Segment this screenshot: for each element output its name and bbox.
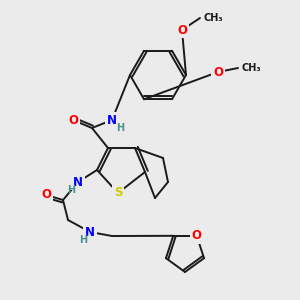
Text: O: O xyxy=(41,188,51,202)
Text: H: H xyxy=(79,235,87,245)
Text: N: N xyxy=(107,113,117,127)
Text: CH₃: CH₃ xyxy=(241,63,261,73)
Text: O: O xyxy=(177,23,187,37)
Text: O: O xyxy=(192,229,202,242)
Text: CH₃: CH₃ xyxy=(204,13,224,23)
Text: H: H xyxy=(116,123,124,133)
Text: O: O xyxy=(213,65,223,79)
Text: S: S xyxy=(114,187,122,200)
Text: N: N xyxy=(73,176,83,188)
Text: N: N xyxy=(85,226,95,238)
Text: H: H xyxy=(67,185,75,195)
Text: O: O xyxy=(68,113,78,127)
